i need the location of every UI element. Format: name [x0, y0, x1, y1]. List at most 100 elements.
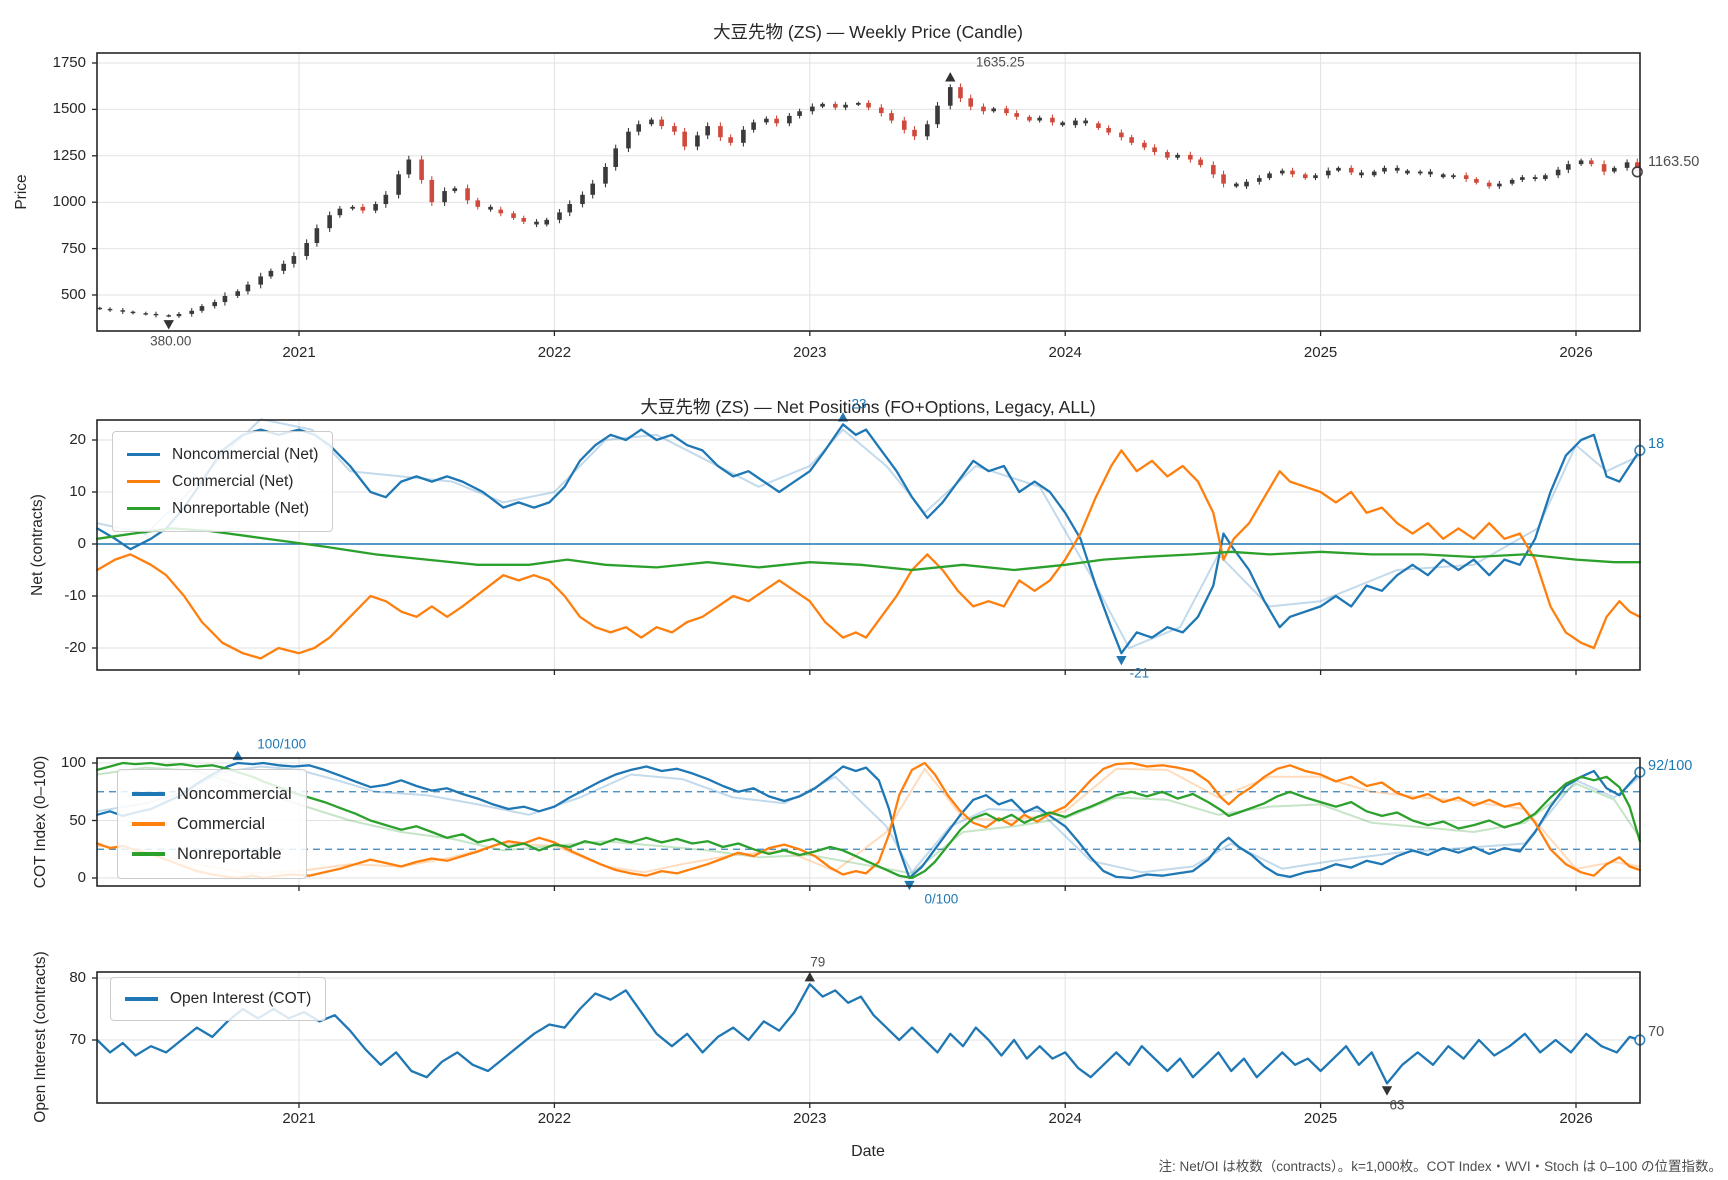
annotation-value: 63 [1389, 1097, 1405, 1113]
candle-body [153, 313, 159, 316]
legend-label: Open Interest (COT) [170, 990, 312, 1007]
footnote: 注: Net/OI は枚数（contracts）。k=1,000枚。COT In… [1158, 1159, 1722, 1174]
candle-body [1359, 172, 1364, 176]
y-tick-label: 70 [69, 1031, 86, 1048]
candle-body [695, 135, 700, 147]
candle-body [1106, 127, 1111, 133]
y-tick-label: 1250 [52, 146, 86, 164]
candle-body [705, 126, 710, 136]
candle-body [1578, 160, 1584, 165]
candle-body [488, 206, 493, 210]
candle-body [452, 188, 458, 192]
candle-body [1589, 160, 1594, 165]
candle-body [304, 243, 309, 257]
last-value-label: 1163.50 [1648, 153, 1700, 170]
candle-body [659, 119, 664, 127]
candle-body [682, 131, 687, 147]
extreme-marker-down [1381, 1086, 1393, 1096]
candle-body [935, 105, 940, 125]
series-line-nonreportable-net- [96, 527, 1642, 572]
y-tick-label: 1500 [52, 100, 86, 118]
candle-body [912, 129, 917, 137]
candle-body [1543, 175, 1548, 179]
net-positions-chart-title: 大豆先物 (ZS) — Net Positions (FO+Options, L… [640, 397, 1096, 417]
x-tick-label: 2024 [1048, 1110, 1082, 1127]
candle-body [1073, 120, 1078, 126]
candle-body [810, 106, 815, 112]
candle-body [557, 212, 562, 220]
candle-body [1463, 175, 1469, 179]
candle-body [189, 310, 195, 314]
x-tick-label: 2026 [1559, 344, 1593, 361]
last-value-label: 18 [1648, 436, 1665, 453]
candle-body [281, 263, 286, 271]
candle-body [567, 204, 573, 213]
candle-body [97, 307, 103, 310]
candle-body [314, 228, 320, 244]
legend-item-nonreportable-net: Nonreportable (Net) [127, 495, 318, 522]
annotation-value: 1635.25 [975, 54, 1025, 70]
candle-body [429, 179, 435, 203]
candle-body [419, 159, 424, 180]
candle-body [820, 103, 825, 107]
candle-body [1083, 120, 1088, 124]
candle-body [1257, 178, 1262, 182]
candle-body [889, 113, 894, 121]
candle-body [396, 174, 401, 195]
candle-body [143, 313, 149, 315]
candle-body [856, 102, 861, 105]
candle-body [511, 213, 516, 218]
candle-body [1382, 167, 1387, 172]
commercial-line-swatch [127, 479, 160, 484]
candle-body [1371, 171, 1377, 176]
candle-body [1060, 122, 1065, 126]
candle-body [718, 126, 723, 138]
y-tick-label: 80 [69, 969, 86, 986]
candle-body [1486, 182, 1492, 187]
candle-body [222, 295, 228, 303]
extreme-marker-up [804, 972, 815, 982]
candle-body [1612, 167, 1617, 172]
cot-index-legend: Noncommercial Commercial Nonreportable [117, 769, 307, 879]
candle-body [1142, 142, 1147, 148]
candle-body [751, 122, 756, 130]
candle-body [1096, 123, 1101, 128]
candle-body [728, 137, 733, 143]
x-tick-label: 2025 [1303, 1110, 1338, 1127]
open-interest-line-swatch [125, 997, 158, 1001]
candle-body [1037, 117, 1042, 121]
candle-body [383, 194, 389, 205]
annotation-value: 79 [810, 954, 826, 970]
candle-body [981, 106, 986, 112]
y-tick-label: 10 [69, 483, 86, 500]
candle-body [176, 313, 182, 317]
candle-body [1198, 159, 1203, 166]
candle-body [475, 200, 481, 207]
extreme-marker-up [945, 72, 956, 82]
candle-body [373, 204, 378, 211]
candle-body [199, 306, 205, 311]
candle-body [1165, 152, 1170, 158]
noncommercial-line-swatch [132, 792, 165, 796]
annotation-value: 100/100 [257, 736, 307, 752]
panel-frame [96, 52, 1641, 332]
annotation-value: 0/100 [924, 891, 959, 907]
candle-body [879, 107, 884, 114]
candle-body [1624, 162, 1630, 168]
nonreportable-line-swatch [127, 506, 160, 511]
candle-body [1601, 164, 1607, 172]
commercial-line-swatch [132, 822, 165, 826]
candle-body [603, 166, 608, 184]
panel-frame [96, 419, 1641, 671]
candle-body [1234, 183, 1239, 187]
candle-body [498, 209, 504, 214]
candle-body [1004, 108, 1009, 114]
y-tick-label: 0 [77, 535, 86, 552]
candle-body [1509, 179, 1515, 184]
y-tick-label: 1000 [52, 193, 86, 211]
candle-body [1532, 177, 1538, 179]
candle-body [1428, 171, 1433, 175]
candle-body [1451, 175, 1456, 178]
legend-item-noncommercial-net: Noncommercial (Net) [127, 441, 318, 468]
